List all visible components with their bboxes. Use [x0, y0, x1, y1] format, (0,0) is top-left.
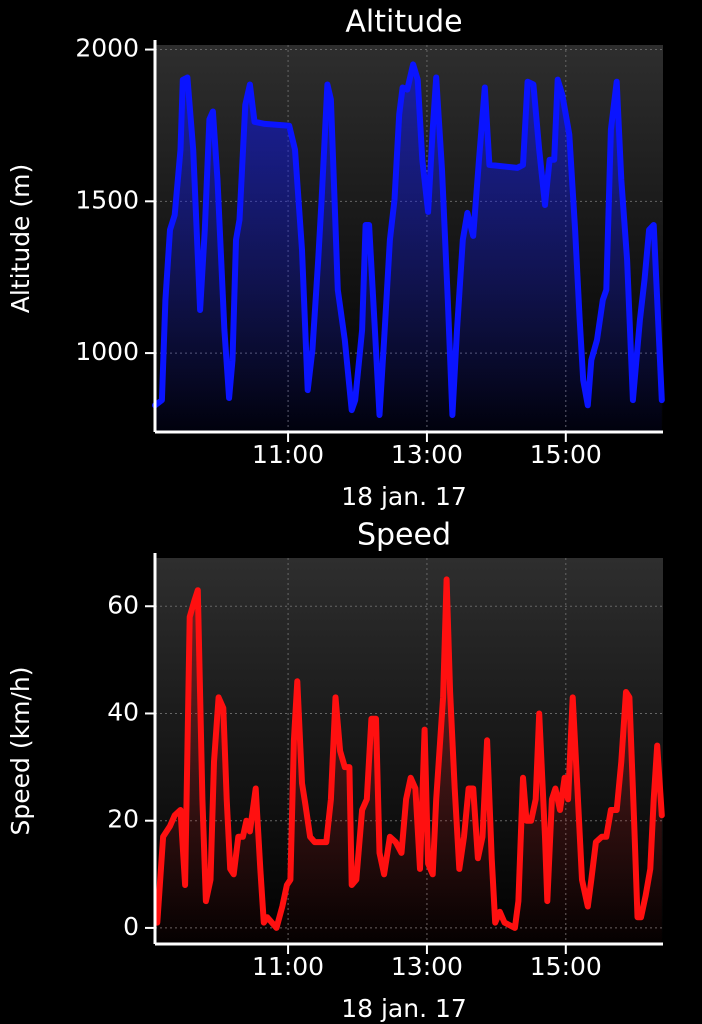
area-fill	[157, 579, 662, 944]
y-tick-label: 20	[107, 805, 139, 834]
chart-title: Altitude	[345, 5, 462, 40]
x-axis-label: 18 jan. 17	[341, 994, 467, 1023]
y-tick-label: 40	[107, 697, 139, 726]
area-fill	[155, 64, 662, 433]
y-axis-label: Altitude (m)	[6, 164, 35, 314]
y-tick-label: 1500	[75, 185, 139, 214]
y-tick-label: 2000	[75, 34, 139, 63]
y-tick-label: 60	[107, 590, 139, 619]
x-tick-label: 11:00	[252, 952, 324, 981]
y-tick-label: 1000	[75, 337, 139, 366]
data-line	[154, 576, 665, 931]
x-axis-label: 18 jan. 17	[341, 482, 467, 511]
x-tick-label: 11:00	[252, 440, 324, 469]
chart-title: Speed	[357, 518, 451, 553]
y-axis-label: Speed (km/h)	[6, 667, 35, 836]
x-tick-label: 13:00	[391, 440, 463, 469]
x-tick-label: 15:00	[530, 440, 602, 469]
y-tick-label: 0	[123, 912, 139, 941]
x-tick-label: 15:00	[530, 952, 602, 981]
data-line	[152, 61, 665, 418]
x-tick-label: 13:00	[391, 952, 463, 981]
